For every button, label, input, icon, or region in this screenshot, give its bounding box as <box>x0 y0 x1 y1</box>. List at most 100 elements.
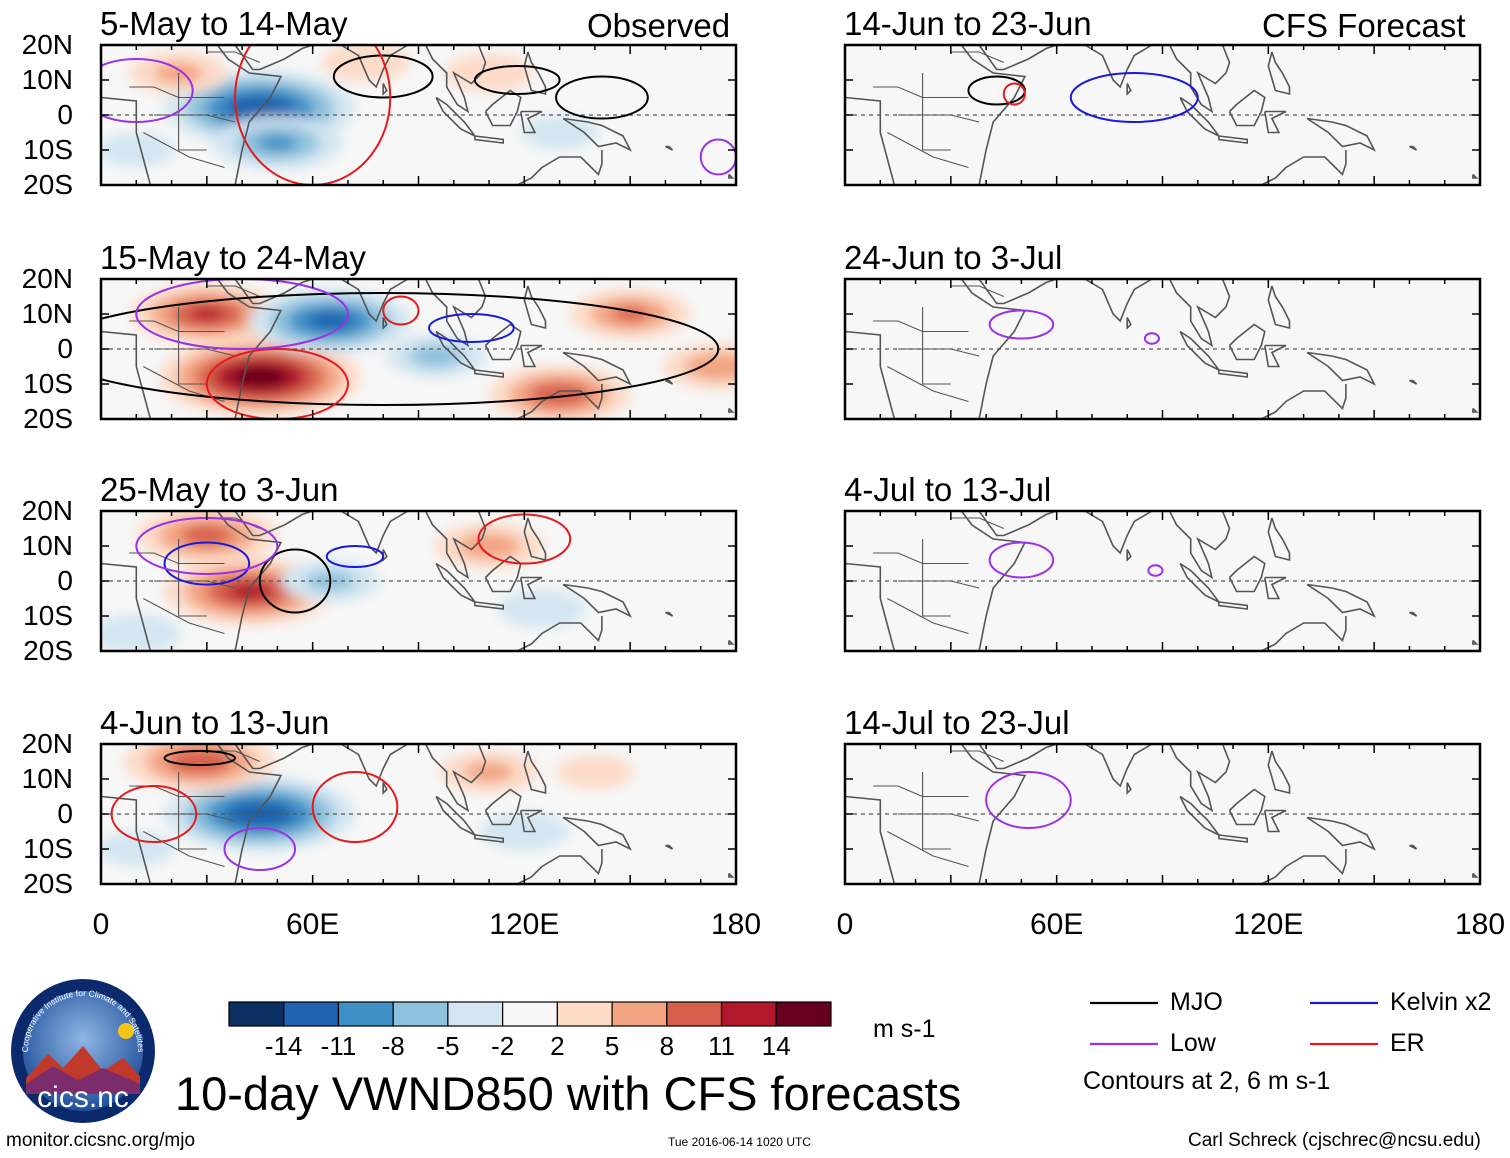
panel-1 <box>99 43 738 187</box>
coastline <box>516 384 603 419</box>
legend-label-mjo: MJO <box>1170 988 1223 1016</box>
coastline <box>1218 834 1248 843</box>
coastline <box>1306 351 1377 386</box>
lat-tick-label: 10N <box>21 64 73 95</box>
legend-label-er: ER <box>1390 1029 1425 1057</box>
coastline <box>1260 849 1347 884</box>
coastline <box>1267 285 1291 330</box>
country-border <box>143 598 225 635</box>
panel-5 <box>99 509 738 653</box>
panel-4 <box>843 277 1482 421</box>
lat-tick-label: 20S <box>23 868 73 899</box>
coastline <box>234 279 313 305</box>
coastline <box>562 117 633 152</box>
lat-tick-label: 0 <box>57 565 73 596</box>
coastlines <box>845 511 1479 651</box>
coastlines <box>845 744 1479 884</box>
lat-tick-label: 0 <box>57 798 73 829</box>
panel-8 <box>843 742 1482 886</box>
country-border <box>922 772 951 850</box>
contour-mjo <box>555 75 649 120</box>
country-border <box>887 132 969 169</box>
coastline <box>1260 150 1347 185</box>
lon-tick-label: 60E <box>1029 908 1084 941</box>
coastline <box>101 45 283 185</box>
coastline <box>562 583 633 618</box>
contour-er <box>205 348 349 419</box>
coastline <box>424 744 487 813</box>
anomaly-blob <box>521 115 599 150</box>
colorbar-label: -5 <box>436 1031 460 1061</box>
coastline <box>1218 601 1248 610</box>
coastline <box>665 844 674 850</box>
anomaly-blob <box>101 832 175 866</box>
coastline <box>1218 369 1248 378</box>
anomaly-blob <box>409 344 464 368</box>
coastline <box>1218 135 1248 144</box>
contour-low <box>988 309 1055 340</box>
coastline <box>474 601 504 610</box>
coastline <box>665 379 674 385</box>
coastline <box>1228 555 1266 593</box>
anomaly-blob <box>225 94 294 122</box>
coastline <box>101 511 283 651</box>
contours-note: Contours at 2, 6 m s-1 <box>1083 1067 1331 1095</box>
lat-tick-label: 0 <box>57 99 73 130</box>
colorbar-box <box>720 1001 777 1027</box>
lat-tick-label: 20N <box>21 728 73 759</box>
coastline <box>1472 639 1479 645</box>
lat-tick-label: 10S <box>23 134 73 165</box>
coastline <box>101 744 283 884</box>
coastline <box>1168 279 1231 348</box>
coastline <box>1264 809 1287 833</box>
coastline <box>523 517 547 562</box>
legend-label-low: Low <box>1170 1029 1216 1057</box>
coastline <box>978 279 1057 305</box>
coastline <box>845 96 896 185</box>
coastline <box>1260 384 1347 419</box>
coastline <box>1306 583 1377 618</box>
panel-6 <box>843 509 1482 653</box>
contour-mjo <box>473 65 561 95</box>
coastline <box>1472 872 1479 878</box>
lat-tick-label: 10N <box>21 763 73 794</box>
timestamp: Tue 2016-06-14 1020 UTC <box>668 1135 811 1149</box>
coastline <box>1260 616 1347 651</box>
lon-tick-label: 180 <box>710 908 762 941</box>
lon-tick-label: 120E <box>489 908 560 941</box>
coastline <box>101 562 152 651</box>
coastline <box>1228 788 1266 826</box>
coastline <box>484 555 522 593</box>
coastline <box>1168 511 1231 580</box>
lat-tick-label: 10S <box>23 600 73 631</box>
contour-mjo <box>163 750 237 766</box>
anomaly-blob <box>444 54 534 92</box>
coastline <box>340 279 409 323</box>
coastline <box>845 795 896 884</box>
coastline <box>728 407 735 413</box>
colorbar-label: 5 <box>604 1031 620 1061</box>
coastline <box>484 89 522 127</box>
lon-tick-label: 0 <box>92 908 110 941</box>
coastline <box>484 788 522 826</box>
anomaly-blob <box>101 133 175 167</box>
anomaly-blob <box>232 366 288 388</box>
coastline <box>1472 407 1479 413</box>
contour-er <box>382 295 420 326</box>
coastline <box>474 135 504 144</box>
coastlines <box>101 744 735 884</box>
coastline <box>1084 511 1153 555</box>
coastlines <box>845 45 1479 185</box>
coastline <box>845 279 1027 419</box>
coastline <box>978 744 1057 770</box>
coastline <box>845 744 1027 884</box>
coastline <box>101 330 152 419</box>
contour-mjo <box>101 292 720 406</box>
source-url: monitor.cicsnc.org/mjo <box>6 1130 196 1151</box>
anomaly-blob <box>257 134 298 152</box>
coastline <box>1168 45 1231 114</box>
lat-tick-label: 20N <box>21 263 73 294</box>
coastline <box>1267 517 1291 562</box>
coastline <box>845 45 1027 185</box>
coastline <box>728 173 735 179</box>
